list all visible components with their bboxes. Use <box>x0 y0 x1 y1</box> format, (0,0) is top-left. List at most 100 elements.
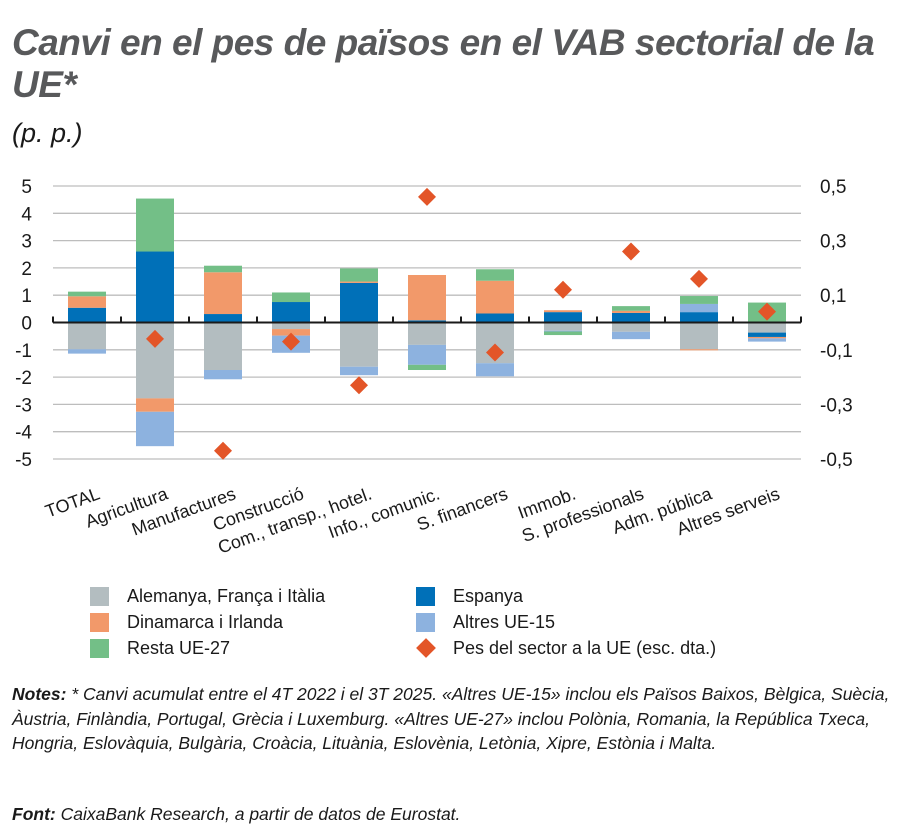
bar-segment <box>340 282 378 323</box>
bar-segment <box>476 280 514 314</box>
diamond-marker <box>486 343 504 362</box>
legend-swatch-icon <box>90 586 109 606</box>
bar-segment <box>544 331 582 336</box>
y-tick-label: 0 <box>21 314 32 335</box>
bar-segment <box>272 302 310 323</box>
bar-segment <box>612 310 650 313</box>
y-axis-right: 0,5 0,3 0,1 -0,1 -0,3 -0,5 <box>820 177 853 471</box>
bar-segment <box>408 344 446 365</box>
diamond-marker <box>758 302 776 321</box>
legend-swatch-icon <box>416 612 435 632</box>
y-tick-label: 3 <box>21 232 32 253</box>
stacked-bar-chart: 5 4 3 2 1 0 -1 -2 -3 -4 -5 0,5 0,3 0,1 -0,1 -0,3 -0,5 T… <box>15 177 853 558</box>
bar-segment <box>272 329 310 336</box>
x-axis-labels: TOTALAgriculturaManufacturesConstruccióC… <box>43 483 783 558</box>
y-tick-label: -5 <box>15 450 32 471</box>
y2-tick-label: 0,5 <box>820 177 846 198</box>
y-axis-left: 5 4 3 2 1 0 -1 -2 -3 -4 -5 <box>15 177 32 471</box>
diamond-icon <box>416 638 436 658</box>
bar-segment <box>68 322 106 350</box>
bar-segment <box>204 272 242 315</box>
legend-item-altres-ue15: Altres UE-15 <box>416 611 555 633</box>
diamond-markers <box>146 187 776 460</box>
bar-segment <box>340 322 378 367</box>
bar-segment <box>748 338 786 342</box>
y-tick-label: -1 <box>15 341 32 362</box>
bar-segment <box>544 322 582 331</box>
bar-segment <box>136 251 174 323</box>
diamond-marker <box>554 280 572 299</box>
chart-title: Canvi en el pes de països en el VAB sect… <box>12 22 875 105</box>
legend-label: Espanya <box>453 585 524 606</box>
bar-segment <box>68 307 106 323</box>
bar-segment <box>680 349 718 351</box>
legend-item-resta-ue27: Resta UE-27 <box>90 637 230 659</box>
bar-segment <box>136 411 174 447</box>
legend-swatch-icon <box>90 612 109 632</box>
bar-segment <box>136 398 174 412</box>
notes-text: * Canvi acumulat entre el 4T 2022 i el 3… <box>12 684 890 753</box>
y2-tick-label: -0,3 <box>820 395 853 416</box>
legend-item-alemanya-franca-italia: Alemanya, França i Itàlia <box>90 585 325 607</box>
bar-segment <box>68 296 106 308</box>
legend-item-pes-sector: Pes del sector a la UE (esc. dta.) <box>416 637 716 659</box>
legend-label: Alemanya, França i Itàlia <box>127 585 326 606</box>
legend-swatch-icon <box>90 638 109 658</box>
notes: Notes: * Canvi acumulat entre el 4T 2022… <box>12 682 892 756</box>
legend-label: Dinamarca i Irlanda <box>127 611 284 632</box>
x-axis <box>52 316 802 324</box>
legend-label: Pes del sector a la UE (esc. dta.) <box>453 637 717 658</box>
diamond-marker <box>690 269 708 288</box>
diamond-marker <box>622 242 640 261</box>
chart-subtitle: (p. p.) <box>12 118 83 148</box>
bar-segment <box>612 306 650 311</box>
y-tick-label: 1 <box>21 286 32 307</box>
bar-segment <box>476 313 514 323</box>
bar-segment <box>408 364 446 371</box>
legend-label: Altres UE-15 <box>453 611 556 632</box>
bar-segment <box>748 332 786 337</box>
bar-segment <box>544 310 582 313</box>
bar-segment <box>68 349 106 354</box>
bar-segment <box>612 322 650 332</box>
diamond-marker <box>350 376 368 395</box>
bar-segment <box>680 322 718 350</box>
legend-label: Resta UE-27 <box>127 637 231 658</box>
bar-segment <box>612 312 650 323</box>
bar-segment <box>680 303 718 313</box>
legend-item-espanya: Espanya <box>416 585 523 607</box>
y-tick-label: -3 <box>15 395 32 416</box>
bar-segment <box>476 269 514 281</box>
bar-segment <box>204 314 242 323</box>
bar-segment <box>68 291 106 297</box>
y-tick-label: 4 <box>21 204 32 225</box>
bar-segment <box>748 336 786 339</box>
y-tick-label: 5 <box>21 177 32 198</box>
bar-segment <box>340 268 378 282</box>
bar-segment <box>204 370 242 380</box>
y-tick-label: -2 <box>15 368 32 389</box>
bar-segment <box>612 331 650 340</box>
bar-segment <box>680 296 718 304</box>
bar-segment <box>340 366 378 376</box>
y2-tick-label: 0,1 <box>820 286 846 307</box>
legend-swatch-icon <box>416 586 435 606</box>
diamond-marker <box>146 329 164 348</box>
bar-segment <box>204 265 242 273</box>
bar-segment <box>408 320 446 323</box>
diamond-marker <box>418 187 436 206</box>
bar-segment <box>408 274 446 321</box>
bar-segment <box>204 322 242 371</box>
bar-segment <box>136 198 174 252</box>
bar-segment <box>748 322 786 333</box>
legend-item-dinamarca-irlanda: Dinamarca i Irlanda <box>90 611 283 633</box>
source: Font: CaixaBank Research, a partir de da… <box>12 804 460 825</box>
bar-segment <box>544 330 582 332</box>
bar-segment <box>476 363 514 377</box>
diamond-marker <box>214 441 232 460</box>
y2-tick-label: 0,3 <box>820 232 846 253</box>
y2-tick-label: -0,1 <box>820 341 853 362</box>
y-tick-label: -4 <box>15 423 32 444</box>
y-tick-label: 2 <box>21 259 32 280</box>
bar-segment <box>544 312 582 323</box>
